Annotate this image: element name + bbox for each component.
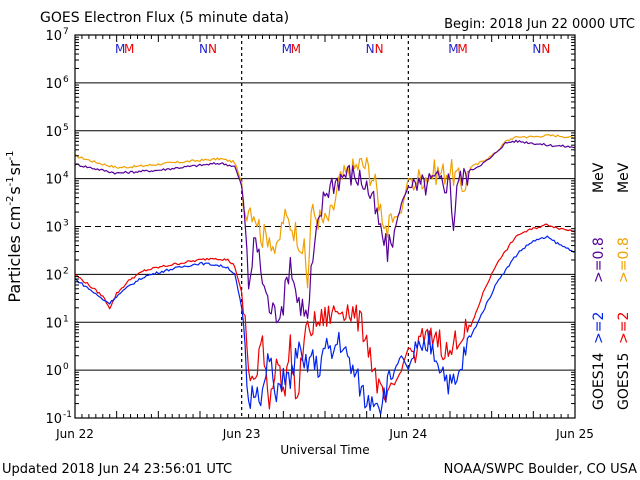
y-tick-label: 10 [45, 268, 62, 283]
satellite-marker: N [532, 42, 541, 56]
legend-label: MeV [591, 162, 607, 193]
y-tick-exponent: -1 [63, 410, 72, 420]
y-label-exponent: -1 [5, 150, 16, 160]
series-line [74, 134, 576, 289]
y-tick-label: 10 [45, 29, 62, 44]
y-label-unit: Particles cm [5, 206, 24, 303]
y-tick-exponent: 2 [63, 266, 69, 276]
series-line [74, 235, 576, 415]
y-tick-label: 10 [45, 221, 62, 236]
x-tick-label: Jun 23 [222, 427, 261, 441]
satellite-marker: N [541, 42, 550, 56]
legend-label: >=2 [591, 312, 607, 344]
satellite-marker: N [199, 42, 208, 56]
y-tick-exponent: 1 [63, 314, 69, 324]
x-tick-label: Jun 24 [388, 427, 427, 441]
y-tick-label: 10 [45, 173, 62, 188]
y-label-exponent: -1 [5, 176, 16, 186]
satellite-marker: M [291, 42, 301, 56]
satellite-marker: N [375, 42, 384, 56]
y-tick-label: 10 [45, 412, 62, 427]
y-axis-label: Particles cm-2s-1sr-1 [5, 150, 24, 302]
y-tick-label: 10 [45, 77, 62, 92]
x-tick-label: Jun 22 [55, 427, 94, 441]
series-line [74, 223, 576, 410]
begin-date: Begin: 2018 Jun 22 0000 UTC [444, 17, 635, 32]
y-tick-exponent: 6 [63, 75, 69, 85]
legend-label: GOES15 [616, 353, 632, 410]
legend-label: GOES14 [591, 352, 607, 410]
credit-text: NOAA/SWPC Boulder, CO USA [444, 462, 637, 477]
satellite-marker: M [448, 42, 458, 56]
y-tick-label: 10 [45, 364, 62, 379]
series-line [74, 139, 576, 324]
satellite-marker: M [282, 42, 292, 56]
satellite-marker: M [457, 42, 467, 56]
y-label-exponent: -2 [5, 196, 16, 206]
satellite-marker: M [115, 42, 125, 56]
y-tick-exponent: 7 [63, 27, 69, 37]
updated-timestamp: Updated 2018 Jun 24 23:56:01 UTC [2, 462, 232, 477]
x-axis-label: Universal Time [280, 443, 369, 457]
y-tick-exponent: 3 [63, 219, 69, 229]
y-label-unit: sr [5, 160, 24, 175]
y-tick-exponent: 5 [63, 123, 69, 133]
legend-label: MeV [616, 162, 632, 193]
y-tick-exponent: 4 [63, 171, 69, 181]
legend-label: >=2 [616, 312, 632, 344]
x-tick-label: Jun 25 [555, 427, 594, 441]
legend-label: >=0.8 [591, 237, 607, 283]
y-tick-label: 10 [45, 125, 62, 140]
legend-label: >=0.8 [616, 237, 632, 283]
chart-title: GOES Electron Flux (5 minute data) [40, 10, 289, 26]
y-tick-label: 10 [45, 316, 62, 331]
satellite-marker: N [208, 42, 217, 56]
y-label-unit: s [5, 186, 24, 194]
y-tick-exponent: 0 [63, 362, 69, 372]
satellite-marker: N [366, 42, 375, 56]
satellite-marker: M [124, 42, 134, 56]
